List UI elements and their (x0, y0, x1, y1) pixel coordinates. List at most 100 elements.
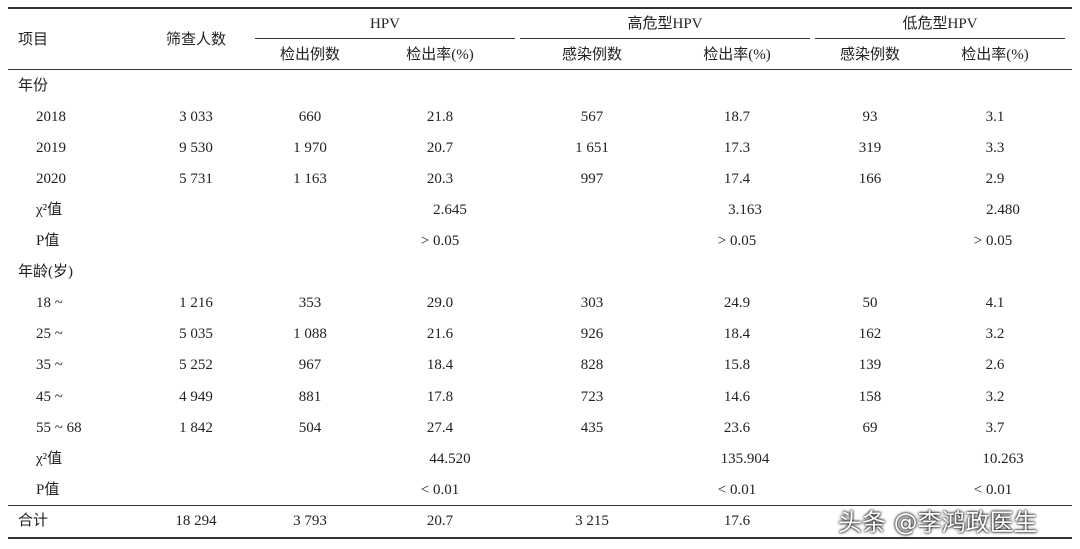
cell: 17.8 (426, 388, 454, 405)
header-cell: 项目 (18, 32, 49, 48)
cell: 4.1 (985, 295, 1005, 312)
header-cell: 感染例数 (561, 47, 623, 63)
cell: 18.4 (723, 326, 751, 343)
cell: 3.1 (985, 109, 1005, 126)
cell: 926 (580, 326, 604, 343)
cell: 14.6 (723, 388, 751, 405)
cell: 5 731 (179, 171, 213, 188)
cell: 139 (858, 357, 882, 374)
cell: 69 (862, 419, 878, 436)
stat-cell: < 0.01 (973, 481, 1013, 498)
cell: 5 252 (179, 357, 213, 374)
stat-cell: > 0.05 (420, 233, 460, 250)
bottom-rule (8, 537, 1072, 539)
cell: 3 793 (293, 513, 327, 529)
row-label: P值 (36, 481, 60, 498)
cell: 17.3 (723, 140, 751, 157)
cell: 20.7 (426, 140, 454, 157)
cell: 660 (298, 109, 322, 126)
total-rule (8, 505, 1072, 506)
stat-cell: 135.904 (720, 450, 770, 467)
cell: 166 (858, 171, 882, 188)
row-label: 25 ~ (36, 326, 63, 343)
cell: 18 294 (175, 513, 217, 529)
cell: 3 033 (179, 109, 213, 126)
cell: 2.6 (985, 357, 1005, 374)
row-label: 合计 (18, 513, 49, 529)
cell: 24.9 (723, 295, 751, 312)
row-label: 2020 (36, 171, 66, 188)
cell: 353 (298, 295, 322, 312)
cell: 158 (858, 388, 882, 405)
cell: 93 (862, 109, 878, 126)
cell: 15.8 (723, 357, 751, 374)
cell: 1 088 (293, 326, 327, 343)
group-title: 低危型HPV (902, 16, 978, 32)
row-label: P值 (36, 233, 60, 250)
row-label: 2018 (36, 109, 66, 126)
cell: 3 215 (575, 513, 609, 529)
cell: 3.2 (985, 326, 1005, 343)
stat-cell: < 0.01 (420, 481, 460, 498)
cell: 319 (858, 140, 882, 157)
cell: 997 (580, 171, 604, 188)
cell: 20.3 (426, 171, 454, 188)
header-cell: 检出率(%) (961, 47, 1029, 63)
row-label: 35 ~ (36, 357, 63, 374)
row-label: χ²值 (36, 450, 63, 467)
watermark: 头条 @李鸿政医生 (838, 508, 1038, 537)
stat-cell: 2.480 (986, 202, 1020, 219)
cell: 2.9 (985, 171, 1005, 188)
cell: 504 (298, 419, 322, 436)
cell: 1 163 (293, 171, 327, 188)
cell: 27.4 (426, 419, 454, 436)
group-rule (520, 38, 810, 39)
cell: 1 651 (575, 140, 609, 157)
cell: 21.6 (426, 326, 454, 343)
cell: 23.6 (723, 419, 751, 436)
section-label: 年份 (18, 78, 49, 94)
row-label: 18 ~ (36, 295, 63, 312)
top-rule (8, 7, 1072, 9)
cell: 1 216 (179, 295, 213, 312)
cell: 3.2 (985, 388, 1005, 405)
cell: 881 (298, 388, 322, 405)
section-label: 年龄(岁) (18, 264, 73, 281)
cell: 9 530 (179, 140, 213, 157)
header-cell: 检出率(%) (406, 47, 474, 63)
row-label: 45 ~ (36, 388, 63, 405)
stat-cell: 2.645 (433, 202, 467, 219)
row-label: 55 ~ 68 (36, 419, 82, 436)
stat-cell: 3.163 (728, 202, 762, 219)
row-label: χ²值 (36, 202, 63, 219)
header-cell: 筛查人数 (165, 32, 227, 48)
cell: 18.7 (723, 109, 751, 126)
group-title: HPV (369, 16, 401, 32)
cell: 828 (580, 357, 604, 374)
cell: 435 (580, 419, 604, 436)
cell: 162 (858, 326, 882, 343)
cell: 4 949 (179, 388, 213, 405)
cell: 1 970 (293, 140, 327, 157)
cell: 29.0 (426, 295, 454, 312)
stat-cell: 10.263 (982, 450, 1024, 467)
cell: 17.4 (723, 171, 751, 188)
stat-cell: > 0.05 (973, 233, 1013, 250)
cell: 21.8 (426, 109, 454, 126)
cell: 20.7 (426, 513, 454, 529)
row-label: 2019 (36, 140, 66, 157)
cell: 1 842 (179, 419, 213, 436)
cell: 17.6 (723, 513, 751, 529)
stat-cell: 44.520 (429, 450, 471, 467)
header-rule (8, 69, 1072, 70)
cell: 3.7 (985, 419, 1005, 436)
cell: 5 035 (179, 326, 213, 343)
cell: 567 (580, 109, 604, 126)
group-rule (815, 38, 1065, 39)
header-cell: 检出例数 (279, 47, 341, 63)
group-title: 高危型HPV (627, 16, 703, 32)
group-rule (255, 38, 515, 39)
stat-cell: < 0.01 (717, 481, 757, 498)
cell: 50 (862, 295, 878, 312)
